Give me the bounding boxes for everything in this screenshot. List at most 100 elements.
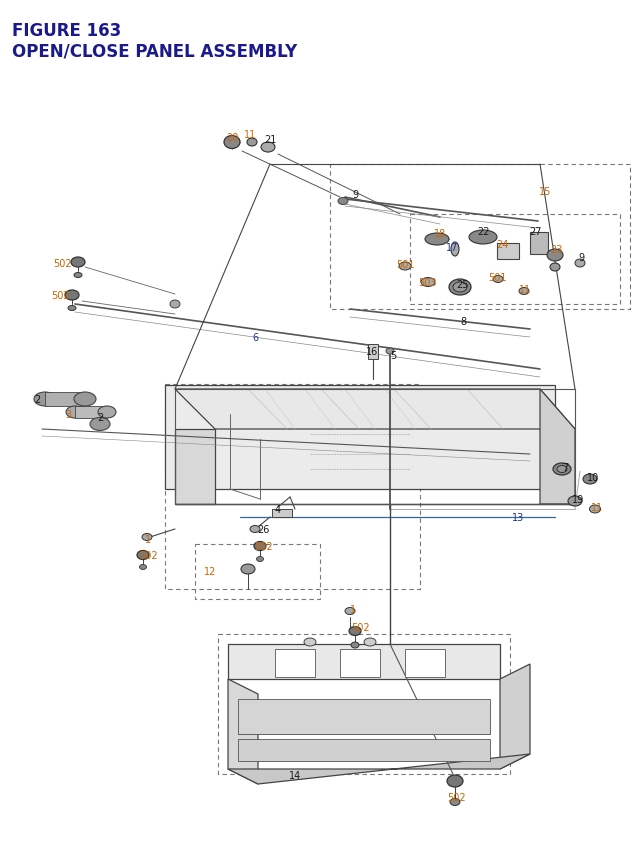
Ellipse shape	[66, 406, 84, 418]
Text: 502: 502	[253, 542, 272, 551]
Text: 2: 2	[34, 394, 40, 405]
Ellipse shape	[68, 307, 76, 311]
Ellipse shape	[421, 278, 435, 288]
Text: 502: 502	[52, 258, 71, 269]
Ellipse shape	[98, 406, 116, 418]
Ellipse shape	[247, 139, 257, 147]
Ellipse shape	[250, 526, 260, 533]
Bar	[340, 649, 380, 678]
Ellipse shape	[261, 143, 275, 152]
Ellipse shape	[553, 463, 571, 475]
Text: 11: 11	[244, 130, 256, 139]
Polygon shape	[175, 430, 215, 505]
Ellipse shape	[241, 564, 255, 574]
Text: 8: 8	[460, 317, 466, 326]
Ellipse shape	[575, 260, 585, 268]
Ellipse shape	[74, 393, 96, 406]
Text: 11: 11	[519, 285, 531, 294]
Ellipse shape	[71, 257, 85, 268]
Ellipse shape	[257, 557, 264, 562]
Bar	[497, 244, 519, 260]
Ellipse shape	[493, 276, 503, 283]
Ellipse shape	[449, 280, 471, 295]
Ellipse shape	[254, 542, 266, 551]
Ellipse shape	[583, 474, 597, 485]
Ellipse shape	[386, 349, 394, 355]
Text: 14: 14	[289, 770, 301, 780]
Text: 24: 24	[496, 239, 508, 250]
Text: 11: 11	[591, 503, 603, 512]
Ellipse shape	[568, 497, 582, 506]
Ellipse shape	[90, 418, 110, 431]
Ellipse shape	[140, 565, 147, 570]
Text: 502: 502	[51, 291, 69, 300]
Ellipse shape	[450, 798, 460, 806]
Bar	[530, 232, 548, 255]
Ellipse shape	[137, 551, 149, 560]
Text: 10: 10	[587, 473, 599, 482]
Text: OPEN/CLOSE PANEL ASSEMBLY: OPEN/CLOSE PANEL ASSEMBLY	[12, 42, 297, 60]
Text: 17: 17	[446, 243, 458, 253]
Ellipse shape	[34, 393, 56, 406]
Ellipse shape	[453, 282, 467, 293]
Ellipse shape	[557, 466, 567, 473]
Text: 20: 20	[226, 133, 238, 143]
Text: 3: 3	[65, 410, 71, 419]
Ellipse shape	[547, 250, 563, 262]
Text: 502: 502	[139, 550, 157, 561]
Ellipse shape	[447, 775, 463, 787]
Text: 13: 13	[512, 512, 524, 523]
Ellipse shape	[469, 231, 497, 245]
Ellipse shape	[364, 638, 376, 647]
Text: 25: 25	[456, 280, 468, 289]
Text: 16: 16	[366, 347, 378, 356]
Text: 6: 6	[252, 332, 258, 343]
Text: 502: 502	[351, 623, 369, 632]
Bar	[75, 406, 107, 418]
Bar	[238, 699, 490, 734]
Bar	[238, 739, 490, 761]
Ellipse shape	[399, 263, 411, 270]
Text: 21: 21	[264, 135, 276, 145]
Polygon shape	[500, 664, 530, 769]
Text: 503: 503	[418, 278, 436, 288]
Text: 9: 9	[352, 189, 358, 200]
Text: 7: 7	[562, 462, 568, 473]
Polygon shape	[228, 754, 530, 784]
Ellipse shape	[589, 505, 600, 513]
Polygon shape	[175, 389, 575, 430]
Ellipse shape	[74, 273, 82, 278]
Polygon shape	[165, 386, 555, 489]
Text: 501: 501	[488, 273, 506, 282]
Text: 1: 1	[350, 604, 356, 614]
Text: 501: 501	[396, 260, 414, 269]
Ellipse shape	[142, 534, 152, 541]
Text: 26: 26	[257, 524, 269, 535]
Text: FIGURE 163: FIGURE 163	[12, 22, 121, 40]
Ellipse shape	[304, 638, 316, 647]
Bar	[368, 344, 378, 360]
Ellipse shape	[338, 198, 348, 205]
Text: 1: 1	[145, 535, 151, 544]
Text: 19: 19	[572, 494, 584, 505]
Text: 4: 4	[275, 505, 281, 514]
Polygon shape	[228, 644, 500, 679]
Ellipse shape	[65, 291, 79, 300]
Polygon shape	[540, 389, 575, 505]
Ellipse shape	[349, 627, 361, 635]
Ellipse shape	[224, 136, 240, 149]
Polygon shape	[228, 679, 258, 784]
Text: 5: 5	[390, 350, 396, 361]
Text: 18: 18	[434, 229, 446, 238]
Ellipse shape	[351, 642, 359, 648]
Ellipse shape	[451, 243, 459, 257]
Bar	[45, 393, 85, 406]
Text: 9: 9	[578, 253, 584, 263]
Ellipse shape	[519, 288, 529, 295]
Ellipse shape	[550, 263, 560, 272]
Text: 27: 27	[529, 226, 541, 237]
Ellipse shape	[425, 233, 449, 245]
Text: 23: 23	[550, 245, 562, 255]
Text: 502: 502	[447, 792, 465, 802]
Text: 15: 15	[539, 187, 551, 197]
